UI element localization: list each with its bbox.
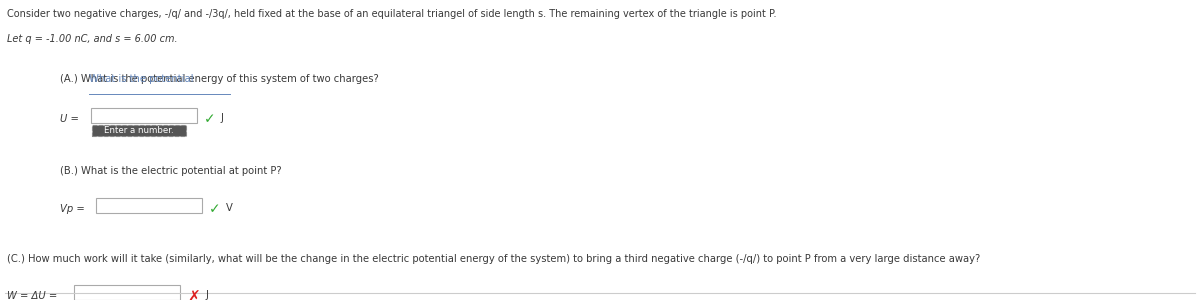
Text: Enter a number.: Enter a number.	[104, 126, 174, 135]
Text: ✗: ✗	[187, 290, 200, 300]
Text: W = ΔU =: W = ΔU =	[7, 291, 58, 300]
Text: ✓: ✓	[204, 112, 216, 127]
Text: Vp =: Vp =	[60, 204, 85, 214]
Text: (B.) What is the electric potential at point P?: (B.) What is the electric potential at p…	[60, 167, 282, 176]
Text: V: V	[226, 203, 233, 213]
Text: What is the potential: What is the potential	[89, 74, 193, 83]
Text: U =: U =	[60, 114, 79, 124]
Bar	[91, 108, 197, 123]
Bar	[96, 198, 202, 213]
Text: (A.) What is the potential energy of this system of two charges?: (A.) What is the potential energy of thi…	[60, 74, 379, 83]
Text: Consider two negative charges, -/q/ and -/3q/, held fixed at the base of an equi: Consider two negative charges, -/q/ and …	[7, 9, 776, 19]
Text: J: J	[221, 113, 223, 123]
Text: J: J	[205, 290, 208, 300]
Text: (C.) How much work will it take (similarly, what will be the change in the elect: (C.) How much work will it take (similar…	[7, 254, 980, 263]
Text: ✓: ✓	[209, 202, 221, 217]
Bar	[74, 285, 180, 300]
Bar	[92, 125, 186, 136]
Text: Let q = -1.00 nC, and s = 6.00 cm.: Let q = -1.00 nC, and s = 6.00 cm.	[7, 34, 178, 44]
